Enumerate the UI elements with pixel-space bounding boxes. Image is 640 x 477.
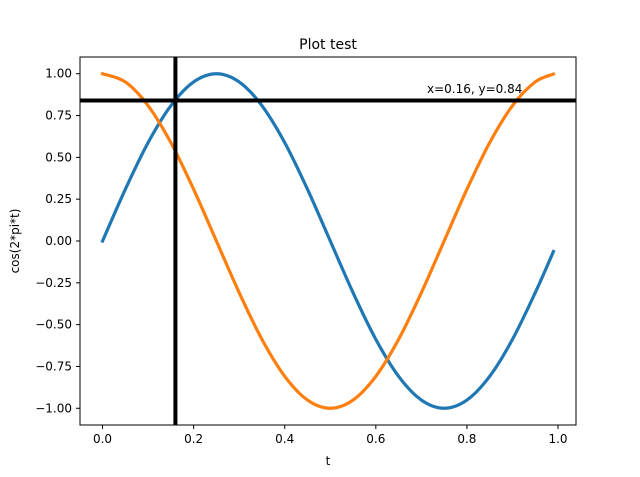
y-tick-label: −0.75 <box>35 359 72 373</box>
x-axis: 0.0 0.2 0.4 0.6 0.8 1.0 <box>93 425 568 446</box>
y-tick-label: 0.50 <box>45 150 72 164</box>
x-tick-label: 1.0 <box>548 432 567 446</box>
series-line-1 <box>100 72 556 410</box>
y-tick-label: 0.75 <box>45 109 72 123</box>
y-tick-label: −0.25 <box>35 276 72 290</box>
series-line-2 <box>100 71 556 410</box>
y-tick-label: 0.00 <box>45 234 72 248</box>
x-tick-label: 0.0 <box>93 432 112 446</box>
y-axis-label: cos(2*pi*t) <box>8 209 22 274</box>
x-tick-label: 0.6 <box>366 432 385 446</box>
plot-area <box>80 57 576 425</box>
chart-title: Plot test <box>299 37 357 53</box>
x-tick-label: 0.2 <box>184 432 203 446</box>
cursor-readout: x=0.16, y=0.84 <box>427 82 522 96</box>
y-axis: 1.00 0.75 0.50 0.25 0.00 −0.25 −0.50 −0.75 −1.00 <box>35 67 80 415</box>
y-tick-label: 1.00 <box>45 67 72 81</box>
y-tick-label: −0.50 <box>35 318 72 332</box>
y-tick-label: −1.00 <box>35 401 72 415</box>
y-tick-label: 0.25 <box>45 192 72 206</box>
x-tick-label: 0.8 <box>457 432 476 446</box>
x-axis-label: t <box>326 454 331 468</box>
x-tick-label: 0.4 <box>275 432 294 446</box>
